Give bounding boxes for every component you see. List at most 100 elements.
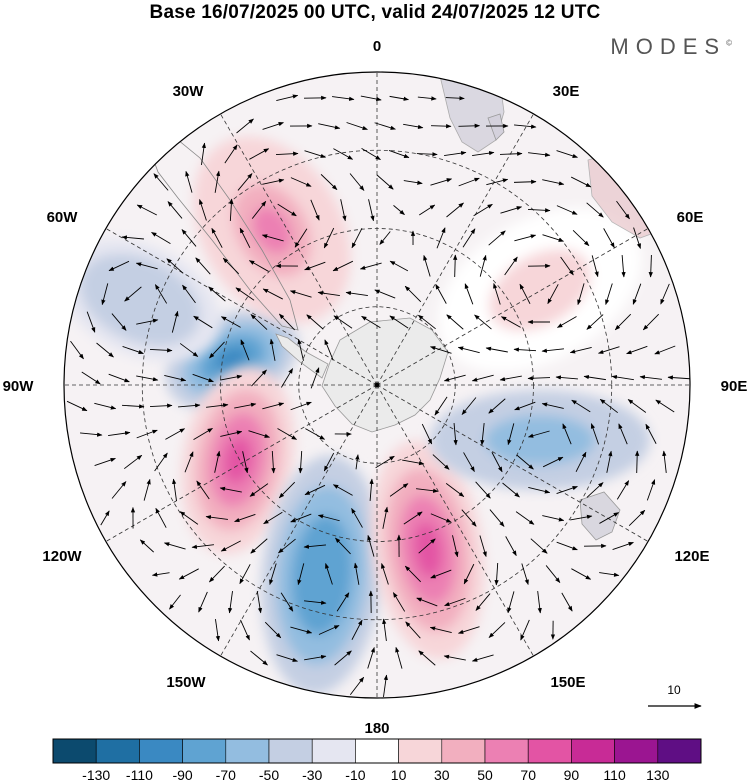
wind-vector xyxy=(136,318,159,325)
wind-vector xyxy=(278,481,296,499)
wind-vector xyxy=(297,563,305,586)
wind-vectors xyxy=(66,94,690,697)
wind-vector xyxy=(458,177,480,187)
wind-vector xyxy=(418,204,436,216)
wind-vector xyxy=(475,481,491,499)
wind-vector xyxy=(541,402,564,409)
colorbar-tick-label: -90 xyxy=(172,767,192,783)
wind-vector xyxy=(310,367,320,389)
wind-vector xyxy=(618,423,628,445)
wind-vector xyxy=(660,283,670,305)
wind-vector xyxy=(491,452,503,473)
wind-vector xyxy=(577,283,585,306)
colorbar-swatch xyxy=(484,738,529,764)
wind-vector xyxy=(122,346,144,355)
wind-vector xyxy=(586,202,604,218)
wind-vector xyxy=(520,619,530,641)
reference-vector-label: 10 xyxy=(667,683,681,697)
wind-vector xyxy=(403,180,423,185)
wind-vector xyxy=(545,565,561,583)
wind-vector xyxy=(570,514,593,521)
modes-logo: MODES© xyxy=(610,34,732,60)
wind-vector xyxy=(298,450,303,474)
colorbar-swatch xyxy=(52,738,97,764)
wind-vector xyxy=(472,150,495,157)
wind-vector xyxy=(149,348,173,353)
wind-vector xyxy=(488,230,506,246)
wind-vector xyxy=(502,482,520,498)
wind-vector xyxy=(192,373,214,383)
wind-vector xyxy=(135,262,158,270)
wind-vector xyxy=(527,376,551,381)
wind-vector xyxy=(591,255,599,278)
wind-vector xyxy=(111,313,127,331)
wind-vector xyxy=(599,572,620,577)
wind-vector xyxy=(234,513,256,523)
wind-vector xyxy=(351,619,363,640)
wind-vector xyxy=(280,592,294,612)
wind-vector xyxy=(530,538,548,554)
wind-vector xyxy=(345,290,368,297)
wind-vector xyxy=(201,142,206,165)
wind-vector xyxy=(334,650,352,666)
wind-vector xyxy=(290,626,313,634)
colorbar-tick-label: -10 xyxy=(345,767,365,783)
wind-vector xyxy=(250,650,268,666)
wind-vector xyxy=(242,451,249,474)
wind-vector xyxy=(235,287,255,301)
colorbar-swatch xyxy=(355,738,399,764)
wind-vector xyxy=(304,654,327,661)
colorbar-swatch xyxy=(441,738,486,764)
colorbar-swatch xyxy=(95,738,140,764)
wind-vector xyxy=(237,173,253,191)
wind-vector xyxy=(557,316,577,328)
wind-vector xyxy=(457,626,480,634)
wind-vector xyxy=(323,227,335,249)
wind-vector xyxy=(239,564,251,585)
wind-vector xyxy=(220,374,243,381)
wind-vector xyxy=(586,314,604,330)
wind-vector xyxy=(172,478,177,501)
wind-vector xyxy=(586,482,604,498)
wind-vector xyxy=(199,199,207,221)
wind-vector xyxy=(374,122,396,130)
map-boundary xyxy=(63,71,691,699)
wind-vector xyxy=(388,149,410,159)
anomaly-contour-fill xyxy=(514,269,566,311)
wind-vector xyxy=(332,484,353,496)
wind-vector xyxy=(542,234,565,242)
colorbar-tick-label: 30 xyxy=(434,767,450,783)
wind-vector xyxy=(165,428,186,440)
anomaly-shading xyxy=(64,136,650,695)
wind-vector xyxy=(599,512,620,524)
wind-vector xyxy=(570,176,592,188)
lon-label-60e: 60E xyxy=(677,209,704,226)
negative-anomaly-center xyxy=(261,455,383,695)
wind-vector xyxy=(353,562,360,585)
wind-vector xyxy=(648,254,653,278)
wind-vector xyxy=(382,506,389,529)
positive-anomaly-center xyxy=(181,365,295,555)
wind-vector xyxy=(171,310,179,333)
wind-vector xyxy=(178,568,199,580)
wind-vector xyxy=(392,592,406,612)
wind-vector xyxy=(605,283,613,306)
wind-vector xyxy=(417,314,436,330)
wind-vector xyxy=(514,234,537,242)
wind-vector xyxy=(355,454,360,470)
wind-vector xyxy=(453,423,458,446)
wind-vector xyxy=(81,371,101,385)
wind-vector xyxy=(359,262,382,270)
wind-vector xyxy=(493,282,501,305)
wind-vector xyxy=(214,450,221,473)
wind-vector xyxy=(166,258,184,274)
lon-label-120e: 120E xyxy=(674,548,709,565)
wind-vector xyxy=(124,286,142,302)
wind-vector xyxy=(486,178,509,186)
wind-vector xyxy=(324,339,334,361)
wind-vector xyxy=(382,618,387,641)
wind-vector xyxy=(290,177,312,187)
wind-vector xyxy=(542,456,564,468)
wind-vector xyxy=(318,123,341,130)
wind-vector xyxy=(505,536,517,557)
